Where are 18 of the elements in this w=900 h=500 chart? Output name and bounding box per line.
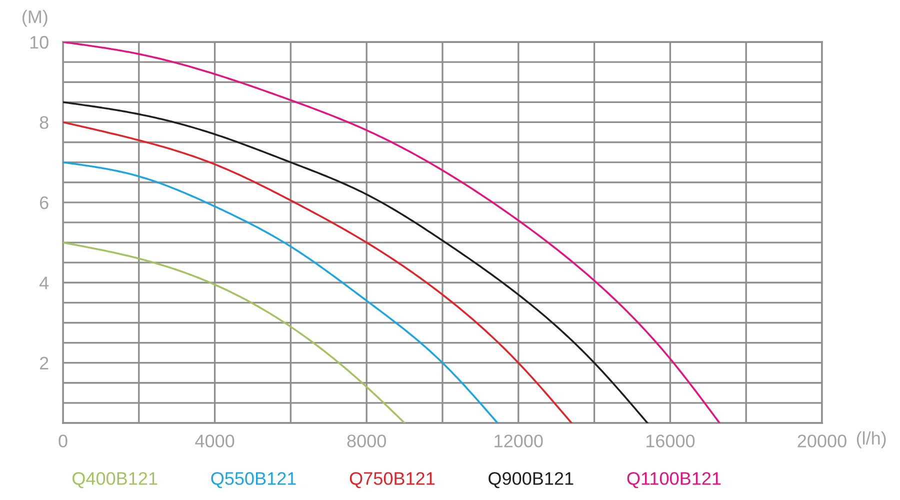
- text: Q750B121: [350, 472, 434, 488]
- y-tick-label: 4: [39, 276, 49, 290]
- y-tick-label: 2: [40, 356, 48, 370]
- text: Q550B121: [211, 472, 296, 488]
- y-axis-title: (M): [22, 10, 48, 27]
- x-tick-label: 20000: [798, 434, 846, 448]
- text: Q1100B121: [627, 472, 721, 488]
- x-tick-label: 0: [58, 434, 68, 448]
- x-tick-label: 4000: [195, 434, 234, 448]
- y-tick-label: 6: [40, 196, 48, 210]
- x-tick-label: 8000: [347, 434, 386, 448]
- y-tick-label: 8: [40, 116, 48, 129]
- text: Q900B121: [488, 472, 574, 488]
- y-tick-label: 10: [30, 36, 48, 49]
- x-tick-label: 12000: [494, 434, 543, 448]
- x-tick-label: 16000: [646, 434, 695, 448]
- x-axis-title: (l/h): [856, 431, 886, 448]
- text: Q400B121: [72, 472, 158, 488]
